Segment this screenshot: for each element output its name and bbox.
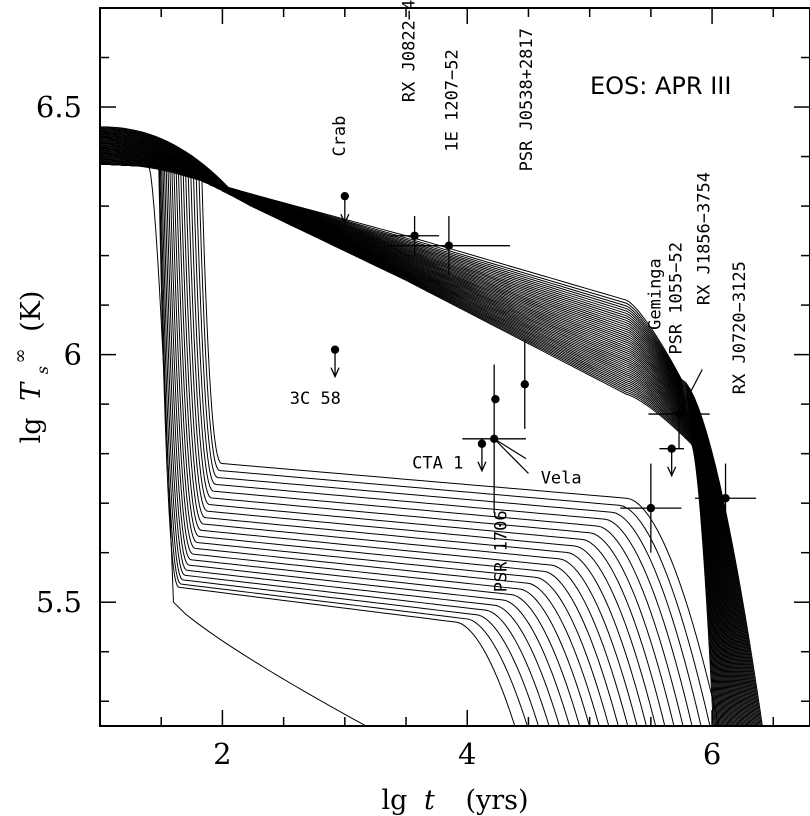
cooling-curves — [100, 126, 763, 726]
source-label: PSR 1055−52 — [666, 242, 686, 355]
upper-limit-arrowhead — [477, 461, 487, 473]
source-label: CTA 1 — [412, 454, 463, 474]
source-label: RX J0822−43 — [400, 0, 420, 102]
slow-cooling-curve — [100, 126, 714, 726]
y-axis-title-var: T — [16, 381, 47, 401]
y-tick-label: 6.5 — [36, 90, 82, 124]
x-axis-title-unit: (yrs) — [465, 785, 528, 816]
y-axis-title-unit: (K) — [16, 291, 47, 332]
data-point — [330, 345, 340, 354]
fast-cooling-curve — [100, 163, 666, 726]
slow-cooling-curve — [100, 134, 725, 726]
slow-cooling-curve — [100, 133, 723, 726]
x-axis-title-var: t — [424, 785, 435, 816]
slow-cooling-curve — [100, 151, 748, 726]
slow-cooling-curve — [100, 146, 741, 726]
fast-cooling-curve — [100, 163, 638, 726]
slow-cooling-curve — [100, 149, 744, 726]
upper-limit-arrowhead — [340, 213, 350, 225]
data-point — [520, 380, 529, 389]
fast-cooling-curve — [100, 163, 711, 726]
data-point — [410, 231, 419, 240]
plot-frame — [99, 7, 810, 727]
fast-cooling-curve — [100, 163, 675, 726]
fast-cooling-curve — [100, 163, 629, 726]
data-point — [491, 394, 500, 404]
data-point — [646, 503, 656, 513]
data-point — [444, 241, 454, 250]
source-label: 1E 1207−52 — [442, 49, 462, 151]
vela-pointer — [493, 438, 529, 474]
fast-cooling-curve — [100, 163, 619, 726]
data-point — [340, 191, 350, 201]
fast-cooling-curve — [100, 163, 657, 726]
source-label: PSR J0538+2817 — [517, 28, 537, 171]
source-label: RX J1856−3754 — [695, 172, 715, 305]
source-label: 3C 58 — [290, 389, 341, 409]
fast-cooling-curve — [100, 163, 581, 726]
axis-ticks — [100, 7, 810, 726]
y-axis-title-sub: s — [33, 366, 52, 374]
eos-label: EOS: APR III — [590, 72, 731, 100]
y-axis-title: lg T s ∞ (K) — [2, 291, 55, 444]
x-axis-title-lg: lg — [381, 785, 407, 816]
pointer-1055 — [678, 369, 703, 415]
slow-cooling-curve — [100, 148, 743, 726]
x-tick-label: 4 — [458, 737, 476, 771]
data-point — [477, 439, 487, 448]
source-label: Vela — [541, 468, 582, 488]
fast-cooling-curve — [100, 163, 647, 726]
source-label: PSR 1706 — [491, 510, 511, 592]
fast-cooling-curve — [100, 163, 600, 726]
fast-cooling-curve — [100, 163, 684, 726]
fast-cooling-curve — [100, 163, 590, 726]
fast-cooling-curve — [100, 163, 610, 726]
x-axis-title: lg t (yrs) — [381, 785, 528, 816]
upper-limit-arrowhead — [667, 466, 677, 478]
slow-cooling-curve — [100, 129, 719, 726]
fast-cooling-curve — [100, 163, 561, 726]
source-label: Crab — [330, 116, 350, 157]
source-label: RX J0720−3125 — [730, 261, 750, 394]
fast-cooling-curve — [100, 163, 720, 726]
slow-cooling-curve — [100, 135, 726, 726]
y-axis-title-lg: lg — [16, 417, 47, 443]
fast-cooling-curve — [100, 163, 539, 726]
fast-cooling-curve — [100, 163, 693, 726]
upper-limit-arrowhead — [330, 367, 340, 379]
tick-labels: 2 4 6 5.5 6 6.5 — [36, 90, 721, 771]
source-labels: Crab RX J0822−43 1E 1207−52 PSR J0538+2817 G… — [290, 0, 750, 592]
x-tick-label: 6 — [703, 737, 721, 771]
fast-cooling-curve — [100, 163, 702, 726]
data-point — [721, 494, 730, 503]
slow-cooling-curve — [100, 131, 721, 726]
slow-cooling-curve — [100, 133, 724, 726]
vela-pointer — [493, 438, 527, 460]
eos-label-background — [580, 62, 792, 106]
slow-cooling-curve — [100, 145, 740, 726]
y-tick-label: 6 — [64, 338, 82, 372]
data-point — [667, 444, 676, 453]
slow-cooling-curve — [100, 138, 730, 726]
fast-cooling-curve — [100, 163, 550, 726]
x-tick-label: 2 — [213, 737, 231, 771]
y-tick-label: 5.5 — [36, 585, 82, 619]
slow-cooling-curve — [100, 152, 749, 726]
fast-cooling-curve — [100, 163, 528, 726]
y-axis-title-sup: ∞ — [10, 348, 31, 363]
observation-points — [330, 191, 757, 553]
slow-cooling-curve — [100, 132, 722, 726]
fast-cooling-curve — [100, 163, 571, 726]
fast-cooling-curve — [100, 163, 368, 726]
source-label: Geminga — [646, 258, 666, 330]
